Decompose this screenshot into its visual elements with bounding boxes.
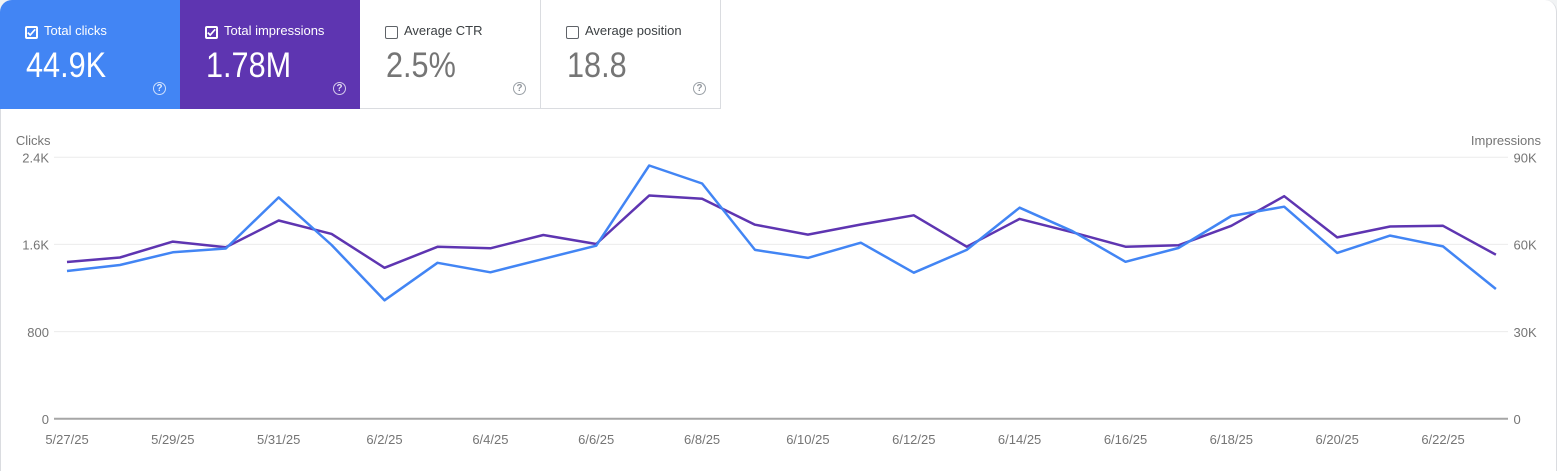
svg-text:6/18/25: 6/18/25 — [1210, 432, 1253, 447]
svg-text:5/27/25: 5/27/25 — [45, 432, 88, 447]
svg-text:30K: 30K — [1514, 325, 1537, 340]
svg-text:800: 800 — [27, 325, 49, 340]
svg-text:Clicks: Clicks — [16, 133, 51, 148]
svg-text:90K: 90K — [1514, 150, 1537, 165]
svg-text:6/16/25: 6/16/25 — [1104, 432, 1147, 447]
svg-text:6/10/25: 6/10/25 — [786, 432, 829, 447]
svg-text:1.6K: 1.6K — [22, 238, 49, 253]
svg-text:5/29/25: 5/29/25 — [151, 432, 194, 447]
svg-text:6/8/25: 6/8/25 — [684, 432, 720, 447]
svg-text:5/31/25: 5/31/25 — [257, 432, 300, 447]
svg-text:6/22/25: 6/22/25 — [1421, 432, 1464, 447]
svg-text:6/4/25: 6/4/25 — [472, 432, 508, 447]
svg-text:60K: 60K — [1514, 238, 1537, 253]
svg-text:6/14/25: 6/14/25 — [998, 432, 1041, 447]
svg-text:0: 0 — [42, 412, 49, 427]
svg-text:6/20/25: 6/20/25 — [1316, 432, 1359, 447]
svg-text:6/6/25: 6/6/25 — [578, 432, 614, 447]
svg-text:6/2/25: 6/2/25 — [366, 432, 402, 447]
svg-text:Impressions: Impressions — [1471, 133, 1542, 148]
svg-text:0: 0 — [1514, 412, 1521, 427]
svg-text:6/12/25: 6/12/25 — [892, 432, 935, 447]
svg-text:2.4K: 2.4K — [22, 150, 49, 165]
